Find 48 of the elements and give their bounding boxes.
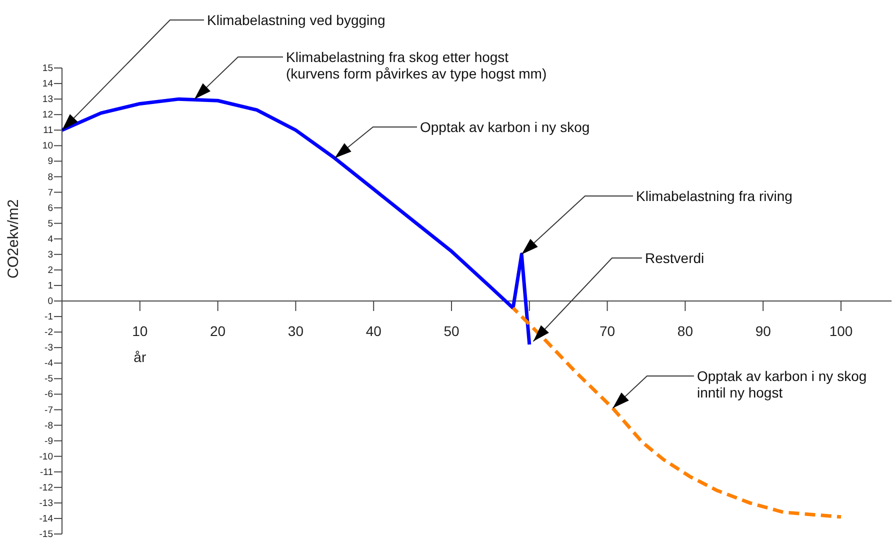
y-tick-label: 9	[48, 156, 53, 168]
x-tick-label: 30	[288, 322, 304, 339]
y-tick-label: -10	[39, 451, 53, 462]
y-tick-label: 3	[48, 249, 53, 260]
y-tick-label: -3	[44, 342, 53, 354]
y-tick-label: 14	[42, 78, 53, 90]
y-tick-label: -2	[44, 327, 53, 338]
y-tick-label: -15	[39, 529, 53, 539]
y-tick-label: 8	[48, 172, 53, 183]
y-tick-label: -11	[40, 466, 53, 478]
y-tick-label: -8	[44, 420, 53, 432]
x-tick-label: 20	[210, 322, 226, 339]
annotation: Opptak av karbon i ny skog	[420, 118, 590, 135]
annotation: Klimabelastning fra skog etter hogst (kurvens form påvirkes av type hogst mm)	[286, 48, 547, 82]
y-axis-title: CO2ekv/m2	[5, 199, 22, 278]
y-tick-label: 15	[42, 63, 53, 74]
y-tick-label: 11	[43, 125, 53, 136]
y-tick-label: -13	[39, 498, 53, 509]
x-tick-label: 40	[366, 322, 382, 339]
y-tick-label: -6	[44, 389, 53, 400]
y-tick-label: -5	[44, 374, 53, 385]
y-tick-label: -12	[39, 482, 53, 494]
y-tick-label: -14	[39, 514, 53, 525]
y-tick-label: 12	[42, 110, 53, 121]
y-tick-label: 6	[48, 202, 53, 214]
y-tick-label: -9	[44, 436, 53, 447]
y-tick-label: 5	[48, 218, 53, 230]
y-tick-label: -1	[44, 312, 53, 323]
y-tick-label: 0	[48, 296, 53, 308]
x-axis-title: år	[134, 349, 146, 365]
y-tick-label: 13	[42, 94, 53, 106]
x-tick-label: 50	[444, 322, 460, 339]
y-tick-label: 1	[48, 280, 53, 292]
x-tick-label: 100	[829, 322, 853, 339]
annotation: Klimabelastning ved bygging	[207, 12, 386, 28]
annotation: Restverdi	[645, 250, 704, 266]
y-tick-label: 10	[42, 140, 53, 152]
y-tick-label: 4	[48, 234, 53, 245]
y-tick-label: 7	[48, 187, 53, 198]
x-tick-label: 10	[132, 322, 148, 339]
annotation: Opptak av karbon i ny skog inntil ny hogst	[697, 368, 867, 401]
annotation: Klimabelastning fra riving	[636, 188, 792, 204]
y-tick-label: 2	[48, 264, 53, 276]
y-tick-label: -4	[44, 358, 53, 370]
y-tick-label: -7	[44, 404, 53, 416]
x-tick-label: 90	[755, 322, 772, 339]
x-tick-label: 80	[677, 322, 694, 339]
x-tick-label: 70	[600, 322, 616, 339]
